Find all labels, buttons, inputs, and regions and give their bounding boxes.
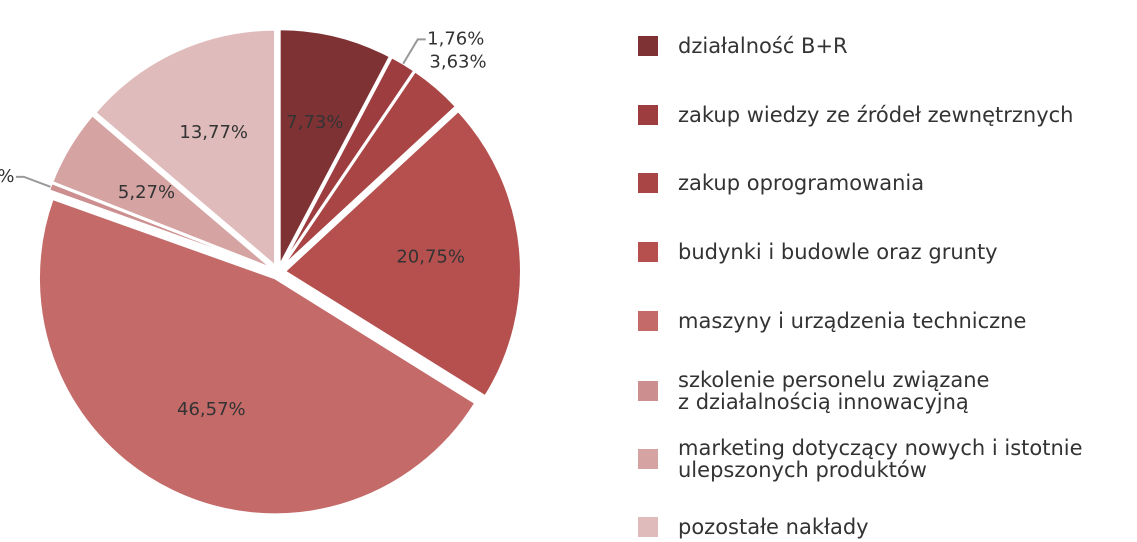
legend-item: pozostałe nakłady (638, 516, 869, 538)
pie-slice (283, 109, 522, 398)
legend-swatch (638, 310, 658, 331)
pie-slice (278, 28, 392, 266)
legend-swatch (638, 380, 658, 401)
legend-item: szkolenie personelu związane z działalno… (638, 369, 989, 413)
legend-swatch (638, 173, 658, 194)
legend-label: zakup oprogramowania (678, 171, 925, 196)
legend-label: zakup wiedzy ze źródeł zewnętrznych (678, 102, 1074, 127)
legend-swatch (638, 516, 658, 537)
data-label: 7,73% (286, 112, 343, 133)
legend-item: marketing dotyczący nowych i istotnie ul… (638, 437, 1083, 481)
data-label: 13,77% (179, 122, 248, 143)
pie-slice (37, 197, 477, 516)
legend-item: zakup wiedzy ze źródeł zewnętrznych (638, 104, 1074, 126)
pie-slice (47, 181, 272, 271)
leader-line (402, 38, 426, 65)
legend-item: zakup oprogramowania (638, 172, 924, 194)
data-label: 5,27% (118, 182, 175, 203)
legend-item: maszyny i urządzenia techniczne (638, 310, 1026, 332)
legend-label: maszyny i urządzenia techniczne (678, 308, 1027, 333)
legend-swatch (638, 242, 658, 263)
legend-item: działalność B+R (638, 35, 848, 57)
legend-label: budynki i budowle oraz grunty (678, 240, 998, 265)
data-label: 3,63% (429, 52, 486, 73)
legend-label: pozostałe nakłady (678, 514, 869, 539)
legend-label: szkolenie personelu związane z działalno… (678, 367, 990, 414)
pie-slice (93, 28, 277, 268)
pie-slice (51, 113, 273, 270)
leader-line (15, 175, 51, 188)
data-label: 46,57% (177, 399, 246, 420)
data-label: 20,75% (396, 247, 465, 268)
legend-swatch (638, 449, 658, 470)
data-label: 1,76% (427, 28, 484, 49)
data-label: 0,51% (0, 166, 15, 187)
legend-label: marketing dotyczący nowych i istotnie ul… (678, 436, 1083, 483)
legend-item: budynki i budowle oraz grunty (638, 241, 998, 263)
legend-swatch (638, 104, 658, 125)
pie: 7,73% 1,76% 3,63% 20,75% 46,57% 0,51% 5,27% 13,… (0, 28, 522, 516)
legend-label: działalność B+R (678, 34, 848, 58)
pie-slice (281, 70, 458, 268)
legend-swatch (638, 36, 658, 56)
